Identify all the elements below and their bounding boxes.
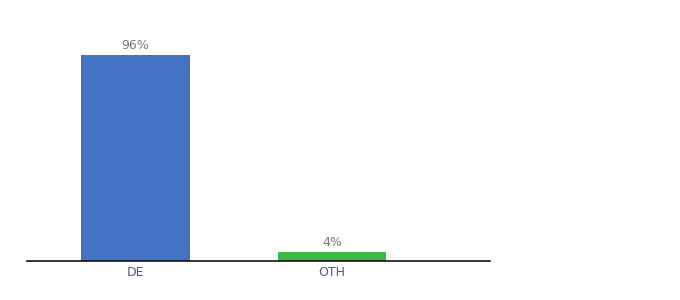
Bar <box>82 55 190 261</box>
Bar <box>278 252 386 261</box>
Text: 4%: 4% <box>322 236 342 249</box>
Text: 96%: 96% <box>122 39 150 52</box>
